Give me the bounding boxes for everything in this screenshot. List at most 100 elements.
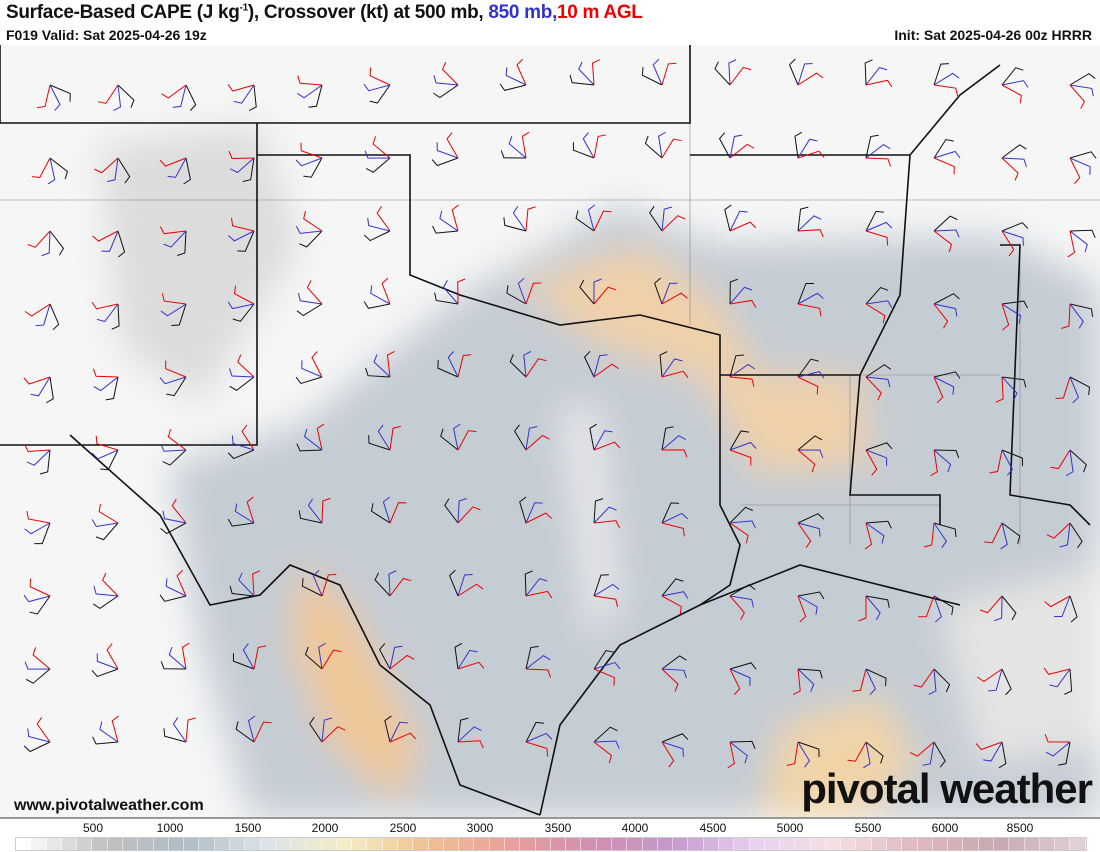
wind-barb — [389, 654, 415, 670]
wind-barb — [23, 741, 51, 753]
wind-barb — [1001, 157, 1019, 181]
wind-barb — [235, 721, 255, 743]
wind-barb — [797, 150, 825, 159]
wind-barb — [865, 157, 892, 167]
colorbar-cell — [16, 838, 32, 850]
wind-barb — [797, 292, 824, 305]
colorbar-cell — [871, 838, 888, 850]
wind-barb — [31, 157, 51, 179]
wind-barb — [303, 210, 323, 232]
wind-barb — [525, 668, 552, 678]
wind-barb — [171, 498, 187, 524]
wind-barb — [661, 206, 673, 232]
wind-barb — [1001, 84, 1022, 104]
wind-barb — [797, 72, 824, 86]
wind-barb — [858, 596, 867, 622]
colorbar-cell — [61, 838, 78, 850]
colorbar-cell — [642, 838, 658, 850]
wind-barb — [933, 522, 957, 538]
wind-barb — [111, 303, 120, 330]
wind-barb — [865, 364, 892, 378]
wind-barb — [864, 522, 873, 550]
wind-barb — [369, 67, 391, 86]
wind-barb — [26, 510, 51, 524]
colorbar-cell — [245, 838, 261, 850]
wind-barb — [369, 84, 391, 104]
wind-barb — [863, 741, 871, 769]
wind-barb — [729, 522, 749, 544]
wind-barb — [865, 303, 886, 324]
wind-barb — [1001, 230, 1015, 257]
colorbar-cell — [77, 838, 93, 850]
colorbar-cell — [398, 838, 414, 850]
wind-barb — [661, 522, 685, 537]
wind-barb — [161, 84, 187, 99]
colorbar-cell — [275, 838, 292, 850]
wind-barb — [296, 303, 323, 317]
wind-barb — [432, 225, 459, 234]
header: Surface-Based CAPE (J kg-1), Crossover (… — [0, 0, 1100, 45]
wind-barb — [909, 741, 935, 757]
wind-barb — [847, 741, 867, 762]
wind-barb — [1001, 376, 1018, 401]
wind-barb — [865, 449, 878, 476]
wind-barb — [49, 230, 65, 256]
wind-barb — [227, 84, 255, 92]
wind-barb — [457, 583, 484, 597]
wind-barb — [593, 430, 613, 451]
wind-barb — [729, 741, 748, 764]
wind-barb — [865, 595, 890, 608]
wind-barb — [1069, 73, 1096, 86]
wind-barb — [525, 358, 547, 378]
weather-map[interactable]: www.pivotalweather.com pivotal weather — [0, 45, 1100, 817]
colorbar-cell — [734, 838, 750, 850]
wind-barb — [1001, 222, 1029, 232]
wind-barb — [453, 423, 461, 451]
colorbar-cell — [214, 838, 230, 850]
wind-barb — [933, 449, 952, 473]
wind-barb — [159, 157, 187, 167]
wind-barb — [237, 230, 255, 252]
wind-barb — [865, 221, 893, 232]
wind-barb — [159, 376, 187, 385]
wind-barb — [252, 570, 261, 597]
wind-barb — [592, 59, 601, 86]
colorbar-tick: 8500 — [1006, 821, 1034, 835]
wind-barb — [579, 279, 595, 305]
wind-barb — [658, 131, 666, 159]
wind-barb — [37, 84, 51, 109]
wind-barb — [933, 229, 960, 238]
colorbar-tick: 1000 — [156, 821, 184, 835]
wind-barb — [525, 732, 553, 743]
wind-barb — [162, 449, 187, 466]
wind-barb — [797, 449, 816, 472]
wind-barb — [933, 84, 959, 97]
wind-barb — [92, 595, 119, 610]
wind-barb — [253, 645, 267, 670]
colorbar-tick: 6000 — [931, 821, 959, 835]
wind-barb — [363, 230, 391, 242]
wind-barb — [525, 282, 542, 305]
wind-barb — [644, 135, 663, 159]
wind-barb — [521, 131, 530, 159]
wind-barb — [436, 142, 459, 159]
wind-barb — [386, 350, 395, 378]
wind-barb — [364, 150, 391, 159]
wind-barb — [525, 645, 539, 670]
colorbar-tick: 5500 — [854, 821, 882, 835]
wind-barb — [729, 668, 751, 686]
wind-barb — [437, 360, 459, 378]
wind-barb — [1067, 230, 1076, 258]
wind-barb — [852, 668, 867, 692]
wind-barb — [729, 354, 744, 378]
wind-barb — [989, 449, 1003, 474]
wind-barb — [729, 584, 756, 597]
wind-barb — [457, 354, 472, 378]
wind-barb — [865, 522, 885, 544]
colorbar-cell — [749, 838, 765, 850]
wind-barb — [229, 585, 255, 597]
wind-barb — [389, 577, 412, 597]
wind-barb — [933, 668, 951, 693]
map-canvas — [0, 45, 1100, 817]
colorbar-cell — [428, 838, 444, 850]
